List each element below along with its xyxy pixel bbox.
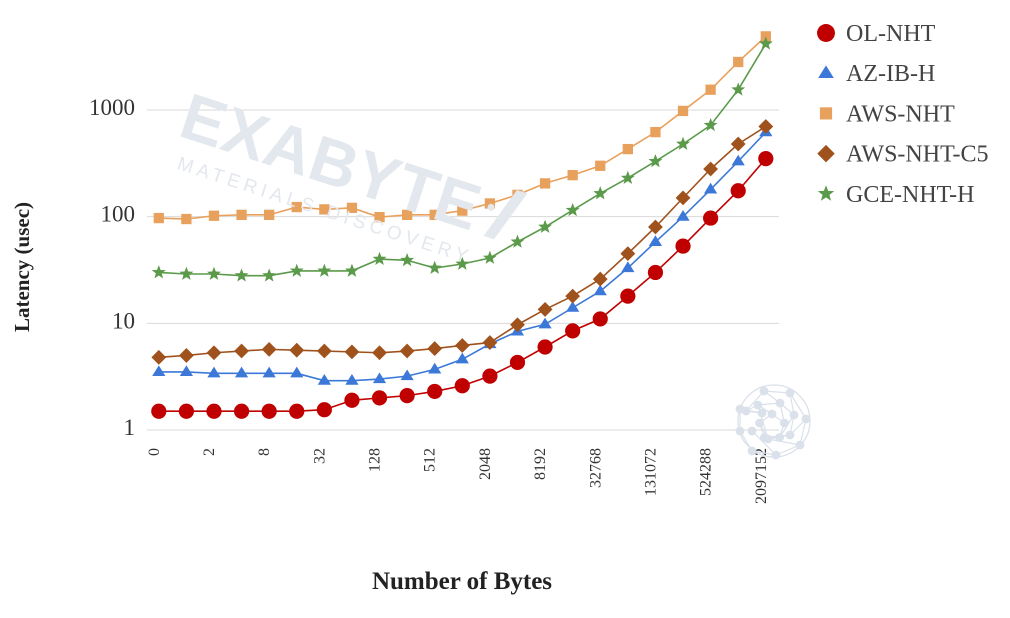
svg-text:AWS-NHT-C5: AWS-NHT-C5 xyxy=(846,142,989,168)
svg-text:2048: 2048 xyxy=(477,448,494,480)
svg-text:OL-NHT: OL-NHT xyxy=(846,21,936,47)
svg-text:32768: 32768 xyxy=(587,448,604,488)
svg-text:Number of Bytes: Number of Bytes xyxy=(372,568,552,595)
svg-text:8: 8 xyxy=(256,448,273,456)
svg-text:AZ-IB-H: AZ-IB-H xyxy=(846,61,935,87)
svg-text:100: 100 xyxy=(101,202,136,227)
svg-text:32: 32 xyxy=(311,448,328,464)
svg-text:GCE-NHT-H: GCE-NHT-H xyxy=(846,182,974,208)
svg-text:1000: 1000 xyxy=(89,95,135,120)
svg-text:8192: 8192 xyxy=(532,448,549,480)
svg-text:512: 512 xyxy=(422,448,439,472)
svg-text:524288: 524288 xyxy=(698,448,715,496)
svg-text:AWS-NHT: AWS-NHT xyxy=(846,101,955,127)
svg-text:10: 10 xyxy=(112,308,135,333)
svg-text:128: 128 xyxy=(367,448,384,472)
svg-text:0: 0 xyxy=(146,448,163,456)
svg-text:131072: 131072 xyxy=(642,448,659,496)
svg-text:1: 1 xyxy=(124,415,136,440)
svg-text:2097152: 2097152 xyxy=(753,448,770,504)
svg-text:Latency (usec): Latency (usec) xyxy=(10,202,34,332)
svg-text:2: 2 xyxy=(201,448,218,456)
